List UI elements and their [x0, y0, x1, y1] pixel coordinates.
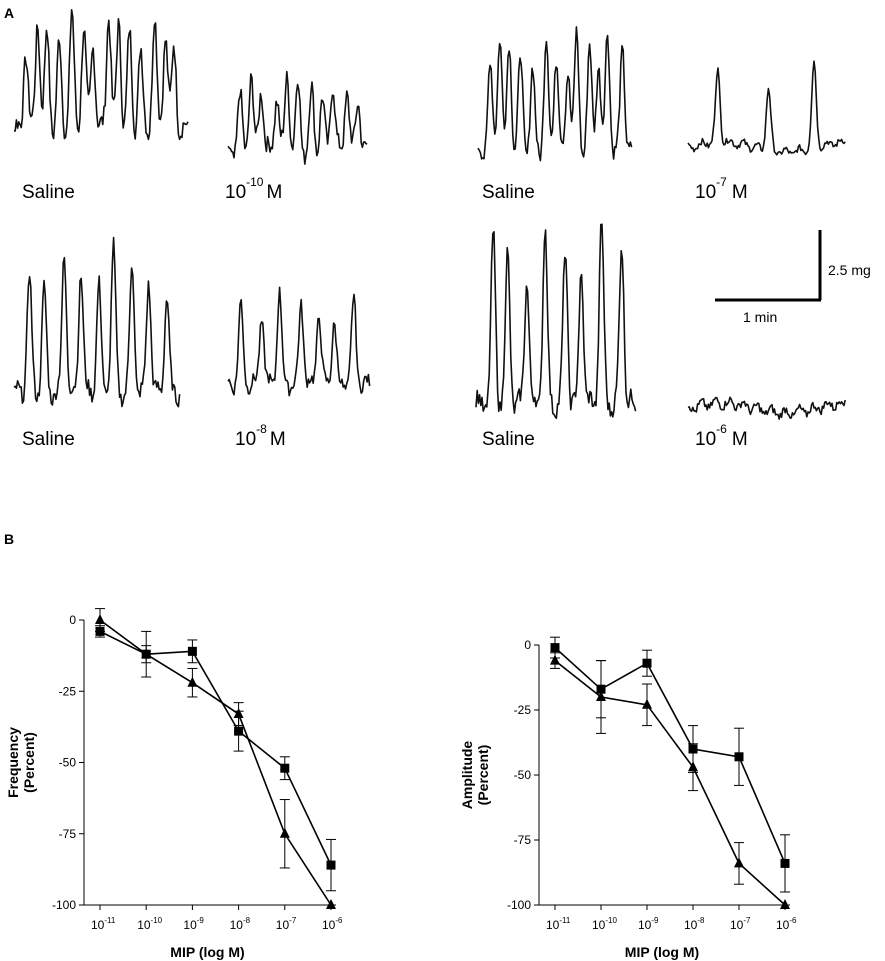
- contraction-trace: [475, 223, 637, 420]
- y-tick-label: -50: [514, 768, 532, 782]
- trace-label-saline-1: Saline: [22, 182, 75, 203]
- amplitude-chart: 0 -25 -50 -75 -100 10-11 10-10 10-9 10-8 10-7 10-6…: [459, 636, 797, 960]
- y-tick-label: -25: [59, 684, 77, 698]
- panel-b-letter: B: [4, 531, 14, 547]
- data-point-triangle: [279, 827, 290, 838]
- data-point-triangle: [550, 654, 560, 665]
- contraction-trace: [687, 396, 846, 420]
- y-tick-label: -75: [514, 833, 532, 847]
- y-axis-title-line1: Frequency: [5, 727, 21, 798]
- y-axis-title-line2: (Percent): [21, 732, 37, 793]
- frequency-chart: 0 -25 -50 -75 -100 10-11 10-10 10-9 10-8 10-7 10-6…: [5, 608, 343, 960]
- scale-bar-horizontal-label: 1 min: [743, 309, 777, 325]
- x-tick-label: 10-8: [684, 916, 705, 932]
- trace-label-conc-1: 10-10 M: [225, 175, 282, 203]
- y-tick-label: -50: [59, 756, 77, 770]
- data-point-triangle: [780, 899, 790, 909]
- data-point-square: [550, 643, 560, 653]
- contraction-trace: [13, 236, 181, 408]
- x-tick-label: 10-8: [230, 916, 251, 932]
- data-point-square: [642, 658, 652, 668]
- series-line-triangle: [554, 659, 786, 906]
- y-axis-title-line1: Amplitude: [459, 741, 475, 810]
- data-point-square: [280, 763, 290, 773]
- data-point-triangle: [642, 698, 652, 709]
- data-point-square: [187, 646, 197, 656]
- data-point-triangle: [95, 614, 105, 624]
- data-point-square: [780, 858, 790, 868]
- x-tick-label: 10-7: [276, 916, 297, 932]
- contraction-trace: [13, 9, 189, 141]
- x-tick-label: 10-9: [638, 916, 659, 932]
- data-point-square: [326, 860, 336, 870]
- data-point-square: [734, 752, 744, 762]
- x-tick-label: 10-9: [183, 916, 204, 932]
- data-point-triangle: [688, 761, 698, 772]
- data-point-triangle: [326, 899, 336, 909]
- x-tick-label: 10-6: [776, 916, 797, 932]
- trace-label-conc-4: 10-6 M: [695, 422, 748, 450]
- x-tick-label: 10-11: [91, 916, 116, 932]
- trace-label-saline-4: Saline: [482, 429, 535, 450]
- trace-group: [13, 9, 846, 420]
- scale-bar-vertical-label: 2.5 mg: [828, 262, 871, 278]
- x-axis-title: MIP (log M): [625, 944, 699, 960]
- x-tick-label: 10-10: [137, 916, 162, 932]
- series-line-square: [99, 630, 332, 866]
- trace-label-conc-2: 10-7 M: [695, 175, 748, 203]
- data-point-triangle: [734, 857, 744, 868]
- y-tick-label: -75: [59, 827, 77, 841]
- y-tick-label: -100: [52, 898, 76, 912]
- trace-label-saline-3: Saline: [22, 429, 75, 450]
- series-line-square: [554, 647, 786, 864]
- y-tick-label: -100: [507, 898, 531, 912]
- y-axis-title-line2: (Percent): [475, 745, 491, 806]
- contraction-trace: [227, 286, 371, 397]
- y-tick-label: 0: [524, 638, 531, 652]
- data-point-triangle: [187, 676, 198, 687]
- series-line-triangle: [99, 619, 332, 906]
- trace-label-conc-3: 10-8 M: [235, 422, 286, 450]
- x-axis-title: MIP (log M): [170, 944, 244, 960]
- data-point-triangle: [233, 708, 244, 719]
- x-tick-label: 10-6: [322, 916, 343, 932]
- x-tick-label: 10-11: [546, 916, 571, 932]
- contraction-trace: [687, 60, 846, 156]
- contraction-trace: [477, 26, 633, 162]
- data-point-triangle: [596, 691, 606, 701]
- data-point-square: [234, 726, 244, 736]
- panel-a-letter: A: [4, 5, 14, 21]
- trace-label-saline-2: Saline: [482, 182, 535, 203]
- data-point-triangle: [141, 648, 152, 659]
- y-tick-label: 0: [69, 613, 76, 627]
- contraction-trace: [227, 70, 368, 165]
- x-tick-label: 10-10: [592, 916, 617, 932]
- x-tick-label: 10-7: [730, 916, 751, 932]
- scale-bar: 2.5 mg 1 min: [715, 230, 871, 325]
- y-tick-label: -25: [514, 703, 532, 717]
